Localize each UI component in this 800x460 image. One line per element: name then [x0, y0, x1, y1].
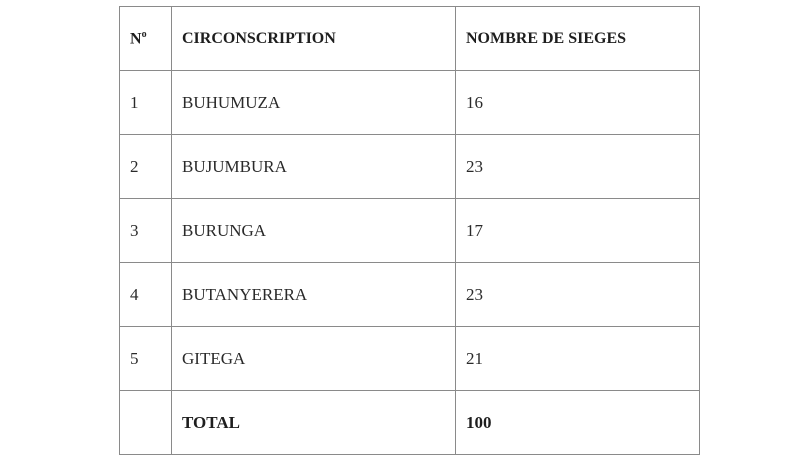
header-number: No [119, 6, 172, 71]
row-circonscription: BUHUMUZA [171, 70, 456, 135]
row-circonscription: BUTANYERERA [171, 262, 456, 327]
row-sieges: 17 [455, 198, 700, 263]
row-circonscription: BUJUMBURA [171, 134, 456, 199]
row-sieges: 21 [455, 326, 700, 391]
row-number: 3 [119, 198, 172, 263]
row-sieges: 23 [455, 262, 700, 327]
table-row: 4 BUTANYERERA 23 [119, 262, 700, 327]
total-number-cell [119, 390, 172, 455]
total-value: 100 [455, 390, 700, 455]
row-circonscription: BURUNGA [171, 198, 456, 263]
total-row: TOTAL 100 [119, 390, 700, 455]
table-row: 2 BUJUMBURA 23 [119, 134, 700, 199]
header-circonscription: CIRCONSCRIPTION [171, 6, 456, 71]
row-sieges: 23 [455, 134, 700, 199]
header-row: No CIRCONSCRIPTION NOMBRE DE SIEGES [119, 6, 700, 71]
row-number: 2 [119, 134, 172, 199]
header-sieges: NOMBRE DE SIEGES [455, 6, 700, 71]
row-circonscription: GITEGA [171, 326, 456, 391]
seats-table: No CIRCONSCRIPTION NOMBRE DE SIEGES 1 BU… [119, 6, 700, 455]
header-number-label: N [130, 30, 142, 48]
row-number: 5 [119, 326, 172, 391]
header-number-superscript: o [141, 28, 147, 40]
row-sieges: 16 [455, 70, 700, 135]
row-number: 1 [119, 70, 172, 135]
total-label: TOTAL [171, 390, 456, 455]
table-row: 1 BUHUMUZA 16 [119, 70, 700, 135]
table-row: 3 BURUNGA 17 [119, 198, 700, 263]
row-number: 4 [119, 262, 172, 327]
table-row: 5 GITEGA 21 [119, 326, 700, 391]
